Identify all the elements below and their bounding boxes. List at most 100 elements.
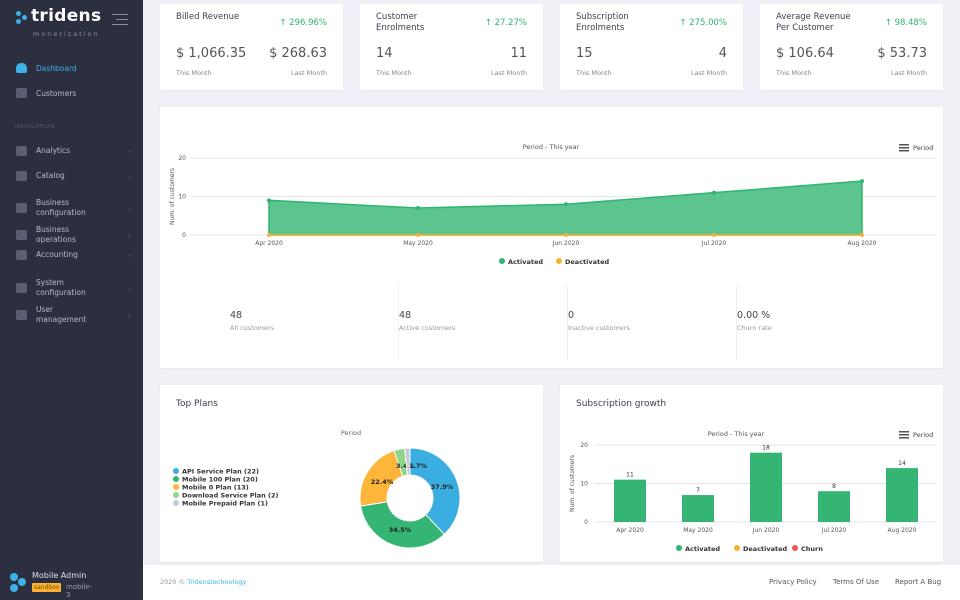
kpi-last-label: Last Month: [691, 69, 727, 77]
x-tick-label: Jun 2020: [752, 527, 780, 534]
sidebar-item-business-configuration[interactable]: Business configuration ›: [16, 198, 131, 218]
kpi-this-month: $ 106.64: [776, 46, 834, 61]
activated-point: [416, 206, 420, 211]
activated-area: [268, 180, 863, 236]
legend-label: API Service Plan (22): [182, 468, 259, 476]
sidebar-item-business-operations[interactable]: Business operations ›: [16, 225, 131, 245]
legend-marker: [676, 545, 682, 551]
top-plans-card: Top Plans Period 37.9% API Service Plan (2…: [160, 385, 543, 562]
kpi-title: Average Revenue Per Customer: [776, 12, 851, 33]
x-tick-label: Apr 2020: [616, 527, 644, 534]
deactivated-point: [712, 233, 716, 237]
env-badge: sandbox: [32, 583, 62, 592]
kpi-last-month: 4: [718, 46, 727, 61]
kpi-last-label: Last Month: [891, 69, 927, 77]
chart-title: Period - This year: [708, 430, 765, 438]
legend-label: Download Service Plan (2): [182, 492, 279, 500]
y-tick-label: 20: [178, 155, 186, 162]
bar: [750, 452, 782, 522]
terms-link[interactable]: Terms Of Use: [833, 578, 880, 586]
subscription-growth-card: Subscription growth Period - This year Pe…: [560, 385, 943, 562]
y-axis-label: Num. of customers: [569, 455, 576, 512]
stat-label: Active customers: [399, 324, 456, 332]
kpi-this-label: This Month: [176, 69, 212, 77]
kpi-change: ↑ 27.27%: [484, 18, 527, 28]
bar-value-label: 14: [898, 460, 906, 467]
label: System configuration: [36, 278, 86, 297]
copyright: 2020 ©: [160, 578, 188, 586]
menu-icon: [899, 434, 909, 436]
sidebar-item-analytics[interactable]: Analytics ›: [16, 146, 131, 156]
kpi-last-label: Last Month: [291, 69, 327, 77]
company-link[interactable]: Tridenstechnology: [187, 578, 247, 586]
stat-value: 0.00 %: [737, 310, 771, 321]
kpi-card: Subscription Enrolments ↑ 275.00% 15 4 T…: [560, 4, 743, 90]
label: Customers: [36, 88, 77, 98]
slice-label: 22.4%: [371, 478, 394, 486]
analytics-icon: [16, 146, 27, 156]
menu-icon: [899, 437, 909, 439]
kpi-this-label: This Month: [376, 69, 412, 77]
bar: [682, 495, 714, 522]
menu-icon: [899, 147, 909, 149]
top-plans-title: Top Plans: [176, 399, 218, 409]
footer: 2020 © Tridenstechnology Privacy Policy …: [143, 565, 960, 600]
label: User management: [36, 305, 87, 324]
kpi-change: ↑ 275.00%: [679, 18, 727, 28]
kpi-change: ↑ 98.48%: [884, 18, 927, 28]
report-bug-link[interactable]: Report A Bug: [895, 578, 942, 586]
legend-marker: [173, 468, 179, 474]
sidebar-item-dashboard[interactable]: Dashboard: [16, 63, 131, 73]
y-tick-label: 10: [178, 194, 186, 201]
sidebar-item-system-configuration[interactable]: System configuration ›: [16, 278, 131, 298]
activated-point: [860, 179, 864, 184]
label: Accounting: [36, 250, 78, 259]
label: Catalog: [36, 171, 65, 180]
legend-marker: [173, 500, 179, 506]
sidebar-item-accounting[interactable]: Accounting ›: [16, 250, 131, 260]
legend-label: Deactivated: [565, 258, 610, 266]
stat-label: Churn rate: [737, 324, 772, 332]
legend-marker: [734, 545, 740, 551]
kpi-last-month: 11: [510, 46, 527, 61]
y-tick-label: 10: [580, 481, 588, 488]
x-tick-label: May 2020: [683, 527, 713, 534]
period-menu[interactable]: Period: [913, 144, 933, 152]
bar-value-label: 11: [626, 472, 634, 479]
sidebar: tridens monetization Dashboard Customers…: [0, 0, 143, 600]
legend-label: Activated: [685, 545, 720, 553]
legend-label: Activated: [508, 258, 543, 266]
y-tick-label: 20: [580, 442, 588, 449]
sidebar-item-user-management[interactable]: User management ›: [16, 305, 131, 325]
x-tick-label: May 2020: [403, 240, 433, 247]
user-name: Mobile Admin: [32, 571, 87, 580]
users-icon: [16, 88, 27, 98]
bar-value-label: 7: [696, 487, 700, 494]
chevron-right-icon: ›: [127, 171, 131, 181]
stat-label: All customers: [230, 324, 275, 332]
subscription-growth-title: Subscription growth: [576, 399, 667, 409]
gears-icon: [16, 203, 27, 213]
x-tick-label: Aug 2020: [888, 527, 917, 534]
y-axis-label: Num. of customers: [169, 168, 176, 225]
donut-slice: [360, 501, 446, 549]
chevron-right-icon: ›: [127, 203, 131, 213]
label: Dashboard: [36, 63, 77, 73]
kpi-last-month: $ 53.73: [877, 46, 927, 61]
legend-label: Deactivated: [743, 545, 788, 553]
customer-stat: 48 All customers: [230, 286, 399, 360]
donut-slice: [409, 447, 461, 536]
chevron-right-icon: ›: [127, 230, 131, 240]
menu-toggle-icon[interactable]: [112, 14, 128, 29]
sidebar-item-customers[interactable]: Customers: [16, 88, 131, 98]
period-menu[interactable]: Period: [913, 431, 933, 439]
sidebar-item-catalog[interactable]: Catalog ›: [16, 171, 131, 181]
bar: [818, 491, 850, 522]
menu-icon: [899, 144, 909, 146]
legend-label: Mobile 0 Plan (13): [182, 484, 249, 492]
env-name: mobile-3: [66, 583, 93, 599]
avatar: [8, 573, 28, 593]
privacy-policy-link[interactable]: Privacy Policy: [769, 578, 817, 586]
legend-marker: [173, 492, 179, 498]
